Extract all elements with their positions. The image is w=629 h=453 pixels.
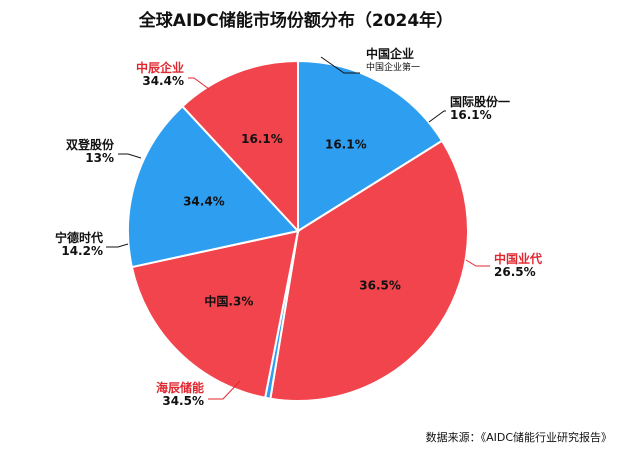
slice-value-label: 16.1% — [325, 138, 367, 152]
leader-line — [106, 243, 129, 248]
pie-slice-4 — [130, 229, 300, 399]
leader-line — [428, 110, 446, 123]
callout-percent: 16.1% — [450, 108, 492, 122]
callout-percent: 34.5% — [162, 394, 204, 408]
slice-value-label: 16.1% — [241, 132, 283, 146]
callout-percent: 14.2% — [61, 244, 103, 258]
callout-subtext: 中国企业第一 — [366, 61, 420, 73]
callout-percent: 34.4% — [142, 74, 184, 88]
callout-name: 双登股份 — [66, 137, 115, 152]
callout-percent: 13% — [85, 151, 114, 165]
pie-slice-5 — [127, 104, 300, 269]
chart-title: 全球AIDC储能市场份额分布（2024年） — [138, 10, 453, 31]
leader-line — [465, 259, 490, 267]
slice-value-label: 34.4% — [183, 194, 225, 208]
leader-line — [320, 56, 360, 74]
callouts: 中国企业中国企业第一国际股份一16.1%中国业代26.5%海辰储能34.5%宁德… — [55, 46, 542, 408]
pie-slice-2 — [269, 139, 469, 402]
callout-percent: 26.5% — [494, 265, 536, 279]
callout-name: 中国业代 — [494, 251, 542, 266]
callout-name: 中国企业 — [366, 46, 414, 61]
leader-line — [208, 380, 241, 400]
pie-slice-6 — [180, 59, 299, 234]
callout-name: 宁德时代 — [55, 230, 103, 245]
callout-name: 中辰企业 — [136, 60, 184, 75]
slice-value-label: 中国.3% — [204, 293, 253, 308]
leader-line — [118, 153, 142, 159]
callout-name: 海辰储能 — [156, 380, 204, 395]
callout-name: 国际股份一 — [450, 94, 510, 109]
slice-value-label: 36.5% — [359, 279, 401, 293]
pie-slice-1 — [297, 59, 444, 233]
source-note: 数据来源：《AIDC储能行业研究报告》 — [426, 430, 612, 444]
inner-labels: 16.1% 36.5% 中国.3% 34.4% 16.1% — [183, 132, 401, 308]
leader-line — [188, 77, 210, 90]
pie-slices — [127, 59, 469, 402]
